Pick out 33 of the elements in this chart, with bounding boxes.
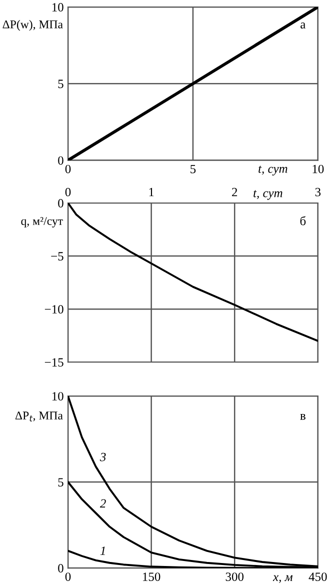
x-tick-label: 3 (315, 188, 321, 196)
x-tick-label: 5 (190, 164, 196, 174)
y-tick-label: −15 (44, 358, 64, 367)
y-tick-label: 0 (58, 156, 64, 165)
x-tick-label: 10 (312, 164, 324, 174)
y-axis-title: ΔP$_{t}$, МПа (15, 412, 63, 422)
y-tick-label: 10 (52, 3, 64, 12)
x-tick-label: 1 (149, 188, 154, 196)
x-tick-label: 450 (308, 572, 327, 581)
x-tick-label: 0 (65, 188, 71, 196)
series-label: 1 (100, 546, 105, 555)
y-tick-label: −10 (44, 305, 64, 314)
annotation: в (300, 414, 306, 420)
x-tick-label: 0 (65, 164, 71, 174)
y-axis-title: q, м²/сут (21, 217, 63, 228)
series-label: 3 (100, 452, 106, 462)
y-tick-label: 5 (58, 80, 64, 88)
y-tick-label: 5 (58, 478, 64, 486)
x-tick-label: 300 (226, 572, 244, 581)
annotation: а (300, 22, 306, 29)
x-tick-label: 150 (143, 572, 160, 581)
y-tick-label: 10 (52, 392, 64, 401)
y-tick-label: −5 (51, 252, 64, 260)
x-tick-label: 2 (232, 188, 238, 196)
y-tick-label: 0 (58, 199, 64, 208)
x-axis-title: t, сут (254, 190, 282, 200)
x-axis-title: x, м (272, 575, 292, 583)
annotation: б (300, 216, 306, 226)
x-axis-title: t, сут (258, 166, 288, 176)
y-axis-title: ΔP(w), МПа (2, 20, 63, 31)
y-tick-label: 0 (58, 564, 64, 572)
series-label: 2 (100, 499, 106, 508)
x-tick-label: 0 (65, 572, 71, 581)
